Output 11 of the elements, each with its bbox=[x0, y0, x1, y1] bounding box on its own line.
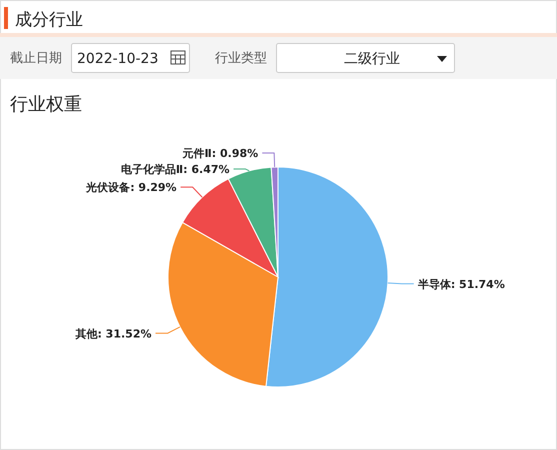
text: 二级行业 bbox=[344, 51, 400, 67]
text: 2022-10-23 bbox=[77, 51, 158, 67]
text: 截止日期 bbox=[10, 51, 62, 66]
slice-label: 半导体: 51.74% bbox=[416, 278, 505, 291]
text: 成分行业 bbox=[15, 10, 83, 30]
chart-title: 行业权重 bbox=[10, 94, 82, 115]
slice-label: 光伏设备: 9.29% bbox=[85, 181, 177, 194]
slice-label: 元件Ⅱ: 0.98% bbox=[182, 147, 258, 160]
text: 行业类型 bbox=[215, 51, 267, 66]
slice-label: 电子化学品Ⅱ: 6.47% bbox=[120, 163, 230, 176]
slice-label: 其他: 31.52% bbox=[74, 327, 152, 340]
